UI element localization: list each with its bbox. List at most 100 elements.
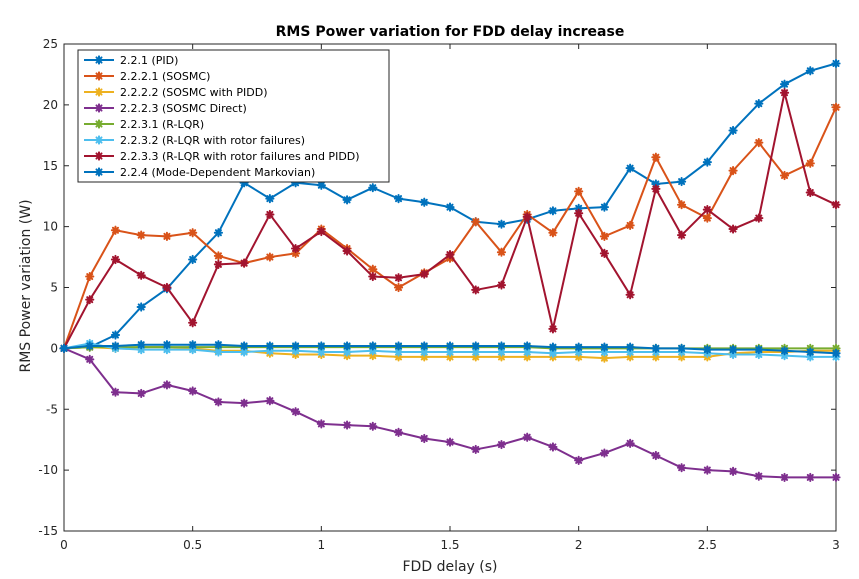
data-point [239,258,249,268]
data-point [419,269,429,279]
x-tick-label: 2.5 [698,538,717,552]
data-point [85,341,95,351]
data-point [316,226,326,237]
legend-item: 2.2.4 (Mode-Dependent Markovian) [84,166,315,179]
legend-box [77,49,390,183]
data-point [599,342,609,352]
data-point [625,220,635,231]
data-point [548,442,558,452]
data-point [342,341,352,351]
y-tick-label: 25 [43,37,58,51]
data-point [754,344,764,355]
data-point [110,341,121,351]
data-point [85,295,95,305]
data-point [831,348,841,358]
data-point [419,341,429,351]
data-point [471,444,481,455]
data-point [574,208,584,218]
data-point [162,340,172,350]
data-point [574,186,584,196]
data-point [779,88,790,98]
legend-item: 2.2.3.3 (R-LQR with rotor failures and P… [84,150,360,163]
data-point [496,341,507,351]
series-8 [59,340,841,358]
x-tick-label: 1.5 [440,538,459,552]
data-point [188,228,198,238]
data-point [574,352,584,362]
x-tick-label: 1 [318,538,326,552]
data-point [805,66,815,76]
data-point [599,248,609,259]
data-point [625,352,635,362]
data-point [162,380,172,390]
data-point [702,465,712,475]
data-point [548,324,558,334]
data-point [445,352,455,362]
y-axis-label: RMS Power variation (W) [18,199,34,372]
data-point [779,346,790,356]
y-tick-label: 10 [43,220,58,234]
legend-label: 2.2.3.2 (R-LQR with rotor failures) [120,134,305,147]
data-point [368,264,378,274]
legend-item: 2.2.2.2 (SOSMC with PIDD) [84,86,268,99]
data-point [625,163,635,173]
data-point [754,99,764,109]
data-point [445,202,455,212]
data-point [162,231,172,241]
data-point [805,472,815,483]
data-point [599,202,609,212]
data-point [265,252,275,262]
x-axis-label: FDD delay (s) [403,559,498,575]
data-point [496,439,507,450]
data-point [728,466,738,476]
chart-title: RMS Power variation for FDD delay increa… [276,24,625,40]
data-point [136,344,146,355]
data-point [754,138,764,148]
data-point [342,246,352,256]
data-point [779,472,790,483]
data-point [445,250,455,260]
data-point [419,197,429,207]
data-point [368,183,378,193]
data-point [136,230,146,240]
data-point [831,58,841,69]
data-point [136,388,146,399]
data-point [496,247,507,257]
legend-label: 2.2.1 (PID) [120,54,178,67]
data-point [599,347,609,357]
data-point [548,342,558,352]
data-point [110,387,121,397]
data-point [805,347,815,357]
data-point [831,102,841,112]
y-tick-label: -5 [46,402,58,416]
data-point [677,230,687,240]
data-point [625,342,635,352]
data-point [368,341,378,351]
data-point [754,471,764,481]
y-tick-label: 20 [43,98,58,112]
legend-label: 2.2.2.3 (SOSMC Direct) [120,102,247,115]
data-point [291,346,301,356]
data-point [522,352,532,362]
data-point [548,228,558,238]
data-point [291,407,301,417]
legend-label: 2.2.2.2 (SOSMC with PIDD) [120,86,268,99]
data-point [496,352,507,362]
data-point [213,347,223,357]
data-point [471,285,481,295]
data-point [831,343,841,353]
data-point [162,282,172,293]
data-point [265,341,275,351]
data-point [651,450,661,461]
data-point [677,463,687,473]
legend-label: 2.2.4 (Mode-Dependent Markovian) [120,166,315,179]
data-point [445,347,455,357]
data-point [625,438,635,448]
data-point [94,71,104,81]
data-point [94,151,104,161]
data-point [368,346,378,356]
data-point [162,344,172,355]
data-point [136,302,146,312]
data-point [85,354,95,364]
